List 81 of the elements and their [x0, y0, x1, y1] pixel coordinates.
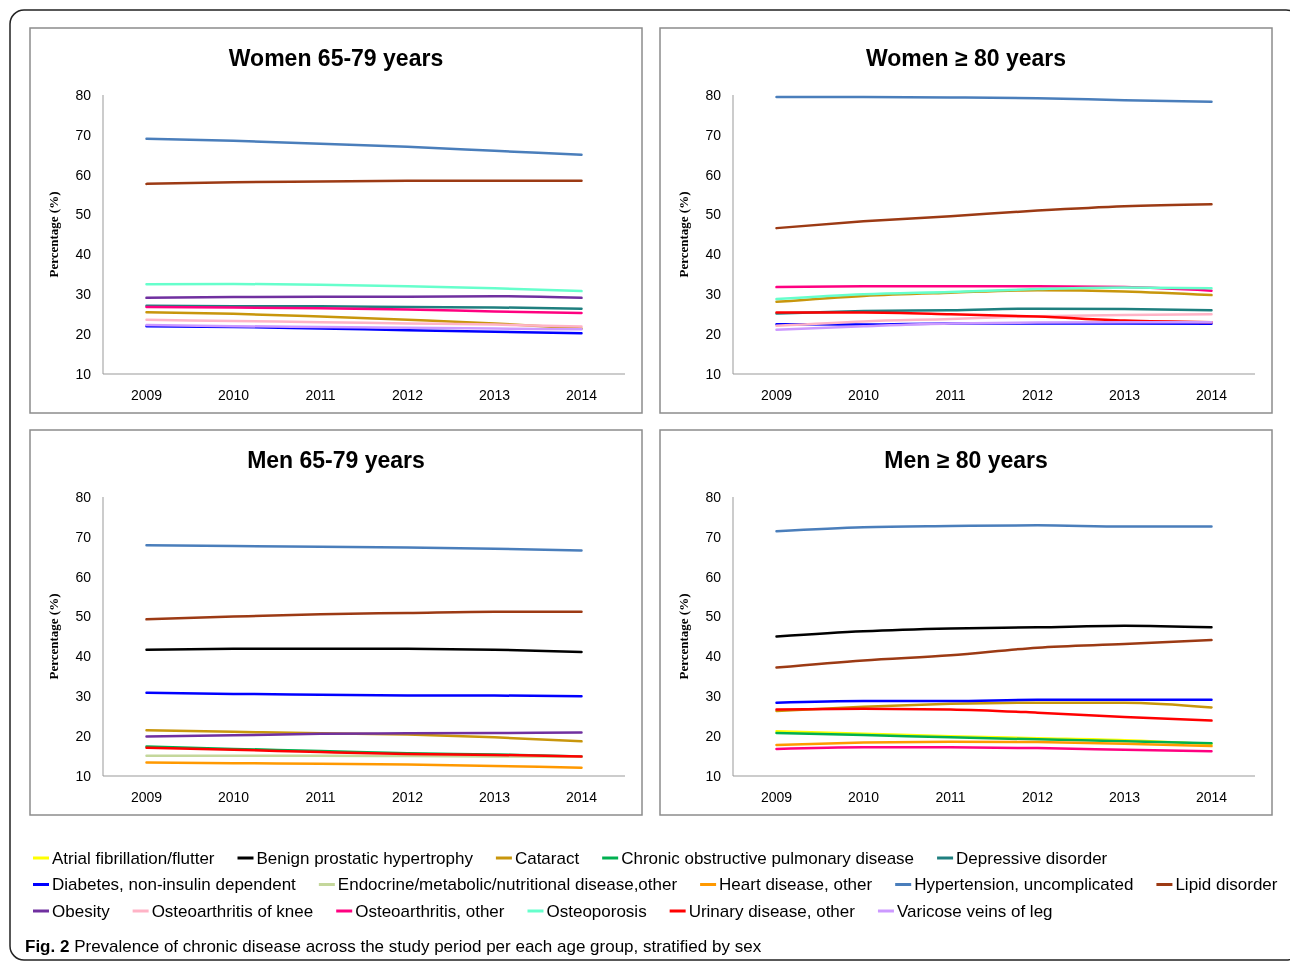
- x-tick-label: 2011: [305, 789, 336, 805]
- y-tick-label: 60: [75, 568, 92, 585]
- y-tick-label: 70: [75, 528, 92, 545]
- y-axis-title: Percentage (%): [676, 191, 691, 278]
- y-tick-label: 40: [75, 246, 92, 263]
- legend-label: Cataract: [514, 848, 580, 868]
- x-tick-label: 2010: [847, 789, 880, 805]
- x-tick-label: 2011: [305, 387, 336, 403]
- y-tick-label: 60: [705, 166, 722, 183]
- legend-label: Osteoarthritis of knee: [151, 901, 314, 921]
- x-tick-label: 2012: [391, 789, 424, 805]
- y-tick-label: 60: [705, 568, 722, 585]
- y-tick-label: 10: [75, 365, 92, 382]
- y-tick-label: 20: [705, 728, 722, 745]
- y-axis-title: Percentage (%): [46, 593, 61, 680]
- legend-label: Atrial fibrillation/flutter: [52, 848, 215, 868]
- x-tick-label: 2010: [217, 387, 250, 403]
- y-axis-title: Percentage (%): [676, 593, 691, 680]
- x-tick-label: 2010: [217, 789, 250, 805]
- legend-label: Lipid disorder: [1175, 875, 1278, 895]
- chart-title: Men 65-79 years: [247, 447, 425, 473]
- y-tick-label: 20: [75, 728, 92, 745]
- y-tick-label: 40: [705, 648, 722, 665]
- x-tick-label: 2013: [1108, 387, 1141, 403]
- y-tick-label: 80: [75, 86, 92, 103]
- y-tick-label: 20: [705, 326, 722, 343]
- y-tick-label: 60: [75, 166, 92, 183]
- legend-label: Osteoarthritis, other: [355, 901, 505, 921]
- x-tick-label: 2013: [478, 789, 511, 805]
- y-tick-label: 30: [75, 688, 92, 705]
- y-tick-label: 50: [75, 206, 92, 223]
- x-tick-label: 2009: [130, 387, 163, 403]
- x-tick-label: 2014: [565, 387, 598, 403]
- y-tick-label: 10: [75, 767, 92, 784]
- x-tick-label: 2009: [760, 789, 793, 805]
- chart-title: Women 65-79 years: [228, 45, 444, 71]
- legend-label: Depressive disorder: [956, 848, 1108, 868]
- y-tick-label: 80: [705, 86, 722, 103]
- x-tick-label: 2014: [1195, 789, 1228, 805]
- y-tick-label: 50: [75, 608, 92, 625]
- y-tick-label: 80: [75, 488, 92, 505]
- legend-label: Obesity: [52, 901, 111, 921]
- x-tick-label: 2009: [130, 789, 163, 805]
- y-tick-label: 40: [705, 246, 722, 263]
- y-tick-label: 50: [705, 608, 722, 625]
- legend-label: Endocrine/metabolic/nutritional disease,other: [337, 875, 678, 895]
- y-tick-label: 30: [75, 286, 92, 303]
- x-tick-label: 2013: [1108, 789, 1141, 805]
- x-tick-label: 2014: [565, 789, 598, 805]
- legend-label: Chronic obstructive pulmonary disease: [621, 848, 915, 868]
- y-tick-label: 70: [705, 126, 722, 143]
- x-tick-label: 2013: [478, 387, 511, 403]
- caption: Fig. 2 Prevalence of chronic disease across the study period per each age group, stratified by sex: [25, 937, 762, 956]
- y-tick-label: 30: [705, 688, 722, 705]
- y-tick-label: 70: [75, 126, 92, 143]
- y-tick-label: 70: [705, 528, 722, 545]
- y-tick-label: 20: [75, 326, 92, 343]
- y-tick-label: 30: [705, 286, 722, 303]
- legend-label: Diabetes, non-insulin dependent: [52, 875, 297, 895]
- x-tick-label: 2012: [391, 387, 424, 403]
- x-tick-label: 2010: [847, 387, 880, 403]
- chart-title: Women ≥ 80 years: [865, 45, 1067, 71]
- x-tick-label: 2012: [1021, 387, 1054, 403]
- y-tick-label: 10: [705, 365, 722, 382]
- x-tick-label: 2011: [935, 789, 966, 805]
- y-tick-label: 10: [705, 767, 722, 784]
- y-tick-label: 40: [75, 648, 92, 665]
- y-tick-label: 80: [705, 488, 722, 505]
- legend-label: Benign prostatic hypertrophy: [256, 848, 474, 868]
- chart-title: Men ≥ 80 years: [884, 447, 1048, 473]
- y-axis-title: Percentage (%): [46, 191, 61, 278]
- legend-label: Heart disease, other: [719, 875, 873, 895]
- y-tick-label: 50: [705, 206, 722, 223]
- legend-label: Urinary disease, other: [688, 901, 856, 921]
- x-tick-label: 2014: [1195, 387, 1228, 403]
- x-tick-label: 2012: [1021, 789, 1054, 805]
- x-tick-label: 2009: [760, 387, 793, 403]
- legend-label: Varicose veins of leg: [896, 901, 1053, 921]
- legend-label: Hypertension, uncomplicated: [914, 875, 1134, 895]
- legend-label: Osteoporosis: [546, 901, 647, 921]
- x-tick-label: 2011: [935, 387, 966, 403]
